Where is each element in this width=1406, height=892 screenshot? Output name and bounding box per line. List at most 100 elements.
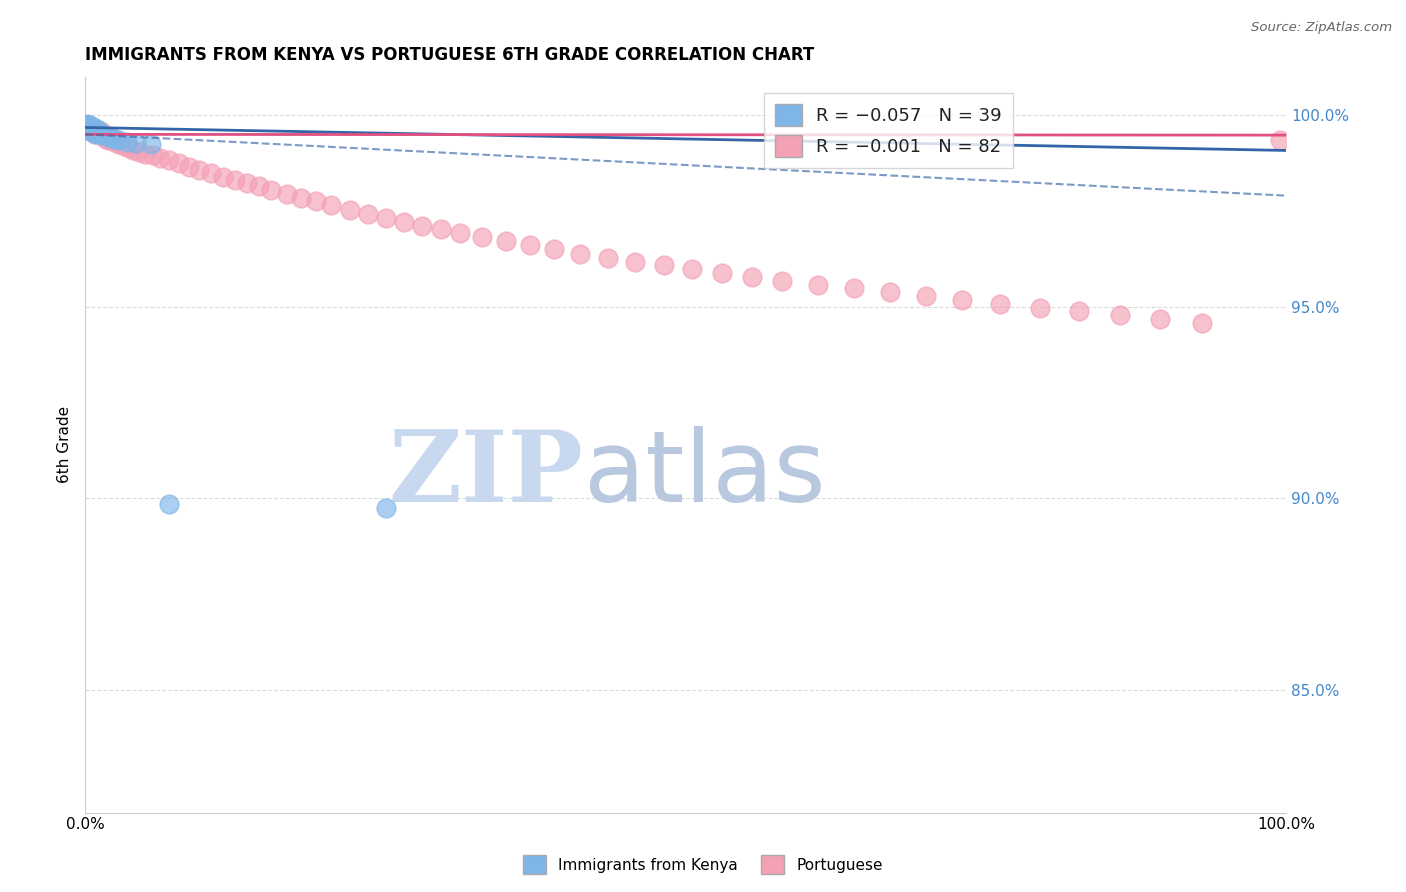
Point — [392, 215, 415, 229]
Point — [807, 277, 830, 292]
Point — [710, 266, 733, 280]
Point — [1029, 301, 1052, 315]
Point — [89, 125, 111, 139]
Point — [80, 119, 103, 133]
Point — [101, 134, 124, 148]
Point — [374, 500, 396, 515]
Point — [374, 211, 396, 225]
Point — [84, 127, 107, 141]
Point — [569, 247, 592, 261]
Point — [411, 219, 433, 233]
Point — [80, 121, 103, 136]
Point — [108, 136, 131, 151]
Point — [79, 121, 101, 136]
Point — [82, 121, 104, 136]
Point — [80, 123, 103, 137]
Point — [141, 136, 163, 151]
Point — [652, 259, 675, 273]
Point — [224, 172, 246, 186]
Point — [87, 124, 110, 138]
Point — [79, 122, 101, 136]
Point — [429, 222, 451, 236]
Point — [77, 119, 100, 133]
Point — [449, 226, 471, 240]
Point — [89, 127, 111, 141]
Point — [104, 132, 127, 146]
Point — [188, 162, 211, 177]
Point — [80, 120, 103, 135]
Point — [117, 135, 139, 149]
Point — [82, 124, 104, 138]
Point — [177, 160, 200, 174]
Point — [80, 123, 103, 137]
Point — [305, 194, 328, 209]
Point — [321, 198, 343, 212]
Point — [94, 132, 117, 146]
Point — [842, 281, 865, 295]
Point — [77, 119, 100, 133]
Point — [112, 139, 135, 153]
Point — [236, 177, 259, 191]
Point — [741, 269, 763, 284]
Point — [276, 186, 298, 201]
Point — [96, 129, 118, 144]
Point — [98, 130, 121, 145]
Point — [142, 148, 165, 162]
Point — [82, 122, 104, 136]
Point — [86, 123, 108, 137]
Point — [86, 121, 108, 136]
Point — [90, 128, 112, 142]
Point — [519, 238, 541, 252]
Point — [77, 118, 100, 132]
Point — [681, 262, 703, 277]
Point — [495, 234, 517, 248]
Point — [84, 124, 107, 138]
Point — [79, 120, 101, 135]
Text: Source: ZipAtlas.com: Source: ZipAtlas.com — [1251, 21, 1392, 34]
Point — [134, 146, 156, 161]
Point — [76, 118, 98, 132]
Point — [1109, 308, 1132, 322]
Point — [356, 207, 378, 221]
Point — [83, 124, 105, 138]
Point — [83, 125, 105, 139]
Point — [260, 183, 283, 197]
Point — [108, 133, 131, 147]
Point — [76, 120, 98, 135]
Text: IMMIGRANTS FROM KENYA VS PORTUGUESE 6TH GRADE CORRELATION CHART: IMMIGRANTS FROM KENYA VS PORTUGUESE 6TH … — [86, 46, 814, 64]
Point — [84, 123, 107, 137]
Point — [200, 166, 222, 180]
Point — [93, 128, 115, 142]
Text: atlas: atlas — [583, 425, 825, 523]
Point — [249, 179, 271, 194]
Point — [76, 120, 98, 135]
Point — [90, 124, 112, 138]
Point — [93, 130, 115, 145]
Point — [83, 122, 105, 136]
Point — [97, 133, 120, 147]
Point — [86, 125, 108, 139]
Point — [82, 120, 104, 134]
Point — [290, 191, 312, 205]
Point — [103, 133, 125, 147]
Point — [84, 127, 107, 141]
Point — [77, 121, 100, 136]
Point — [596, 251, 619, 265]
Point — [125, 136, 148, 150]
Point — [128, 145, 150, 159]
Point — [76, 117, 98, 131]
Point — [83, 121, 105, 136]
Point — [471, 230, 494, 244]
Point — [1268, 133, 1291, 147]
Point — [77, 120, 100, 135]
Point — [93, 128, 115, 142]
Point — [914, 289, 936, 303]
Point — [101, 131, 124, 145]
Legend: Immigrants from Kenya, Portuguese: Immigrants from Kenya, Portuguese — [517, 849, 889, 880]
Point — [543, 242, 565, 256]
Text: ZIP: ZIP — [388, 425, 583, 523]
Point — [157, 497, 180, 511]
Point — [79, 123, 101, 137]
Point — [91, 129, 114, 144]
Legend: R = −0.057   N = 39, R = −0.001   N = 82: R = −0.057 N = 39, R = −0.001 N = 82 — [763, 94, 1012, 168]
